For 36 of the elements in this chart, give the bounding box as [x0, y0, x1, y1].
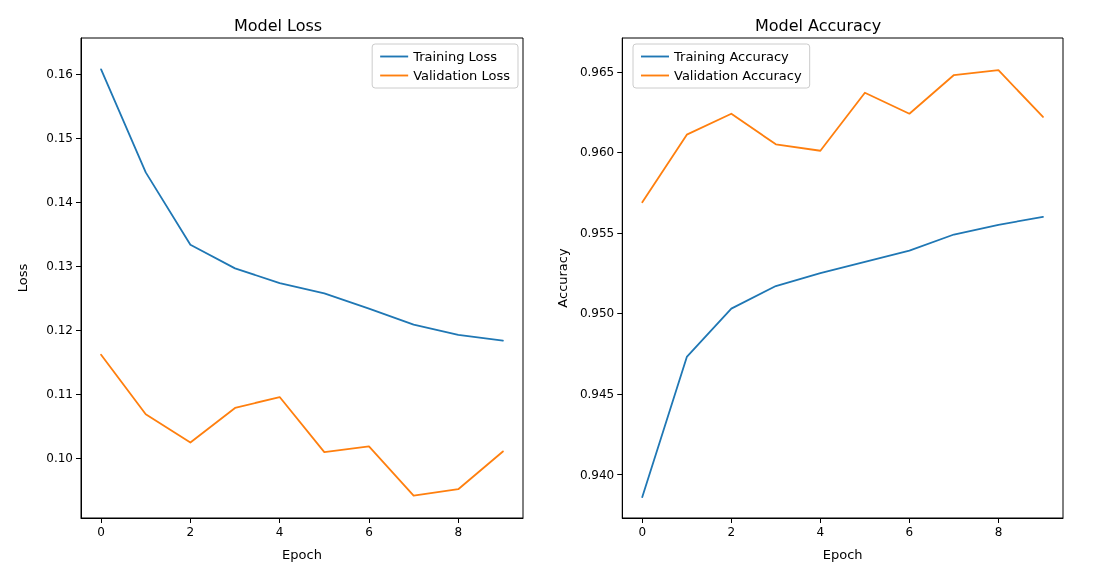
y-axis-title: Accuracy [555, 248, 570, 308]
legend-label: Validation Loss [413, 68, 511, 83]
y-tick-label: 0.16 [46, 67, 73, 82]
x-tick-label: 2 [186, 525, 195, 539]
y-tick-label: 0.13 [46, 259, 73, 274]
x-tick-label: 6 [905, 525, 914, 539]
x-tick-label: 2 [727, 525, 736, 539]
legend-label: Training Accuracy [673, 49, 790, 64]
x-tick-label: 0 [97, 525, 105, 539]
x-tick-label: 6 [365, 525, 373, 539]
y-tick-label: 0.945 [579, 386, 615, 401]
y-tick-label: 0.14 [46, 195, 73, 210]
y-tick-label: 0.11 [46, 387, 73, 402]
chart-title: Model Accuracy [754, 15, 882, 35]
x-tick-label: 0 [638, 525, 647, 539]
legend-label: Training Loss [412, 49, 498, 64]
y-axis-title: Loss [15, 263, 30, 293]
x-tick-label: 4 [275, 525, 284, 539]
x-tick-label: 8 [994, 525, 1003, 539]
x-axis-title: Epoch [822, 547, 863, 562]
y-tick-label: 0.950 [579, 306, 615, 321]
x-axis-title: Epoch [282, 547, 322, 562]
x-tick-label: 8 [454, 525, 463, 539]
y-tick-label: 0.12 [46, 323, 73, 338]
y-tick-label: 0.955 [579, 225, 615, 240]
y-tick-label: 0.965 [579, 64, 615, 79]
y-tick-label: 0.940 [579, 467, 615, 482]
y-tick-label: 0.10 [46, 451, 73, 466]
line-series [641, 69, 1044, 204]
legend-label: Validation Accuracy [674, 68, 802, 83]
y-tick-label: 0.960 [579, 145, 615, 160]
chart-title: Model Loss [233, 15, 323, 35]
line-series [100, 353, 504, 497]
line-series [641, 215, 1044, 498]
x-tick-label: 4 [816, 525, 825, 539]
y-tick-label: 0.15 [46, 131, 73, 146]
